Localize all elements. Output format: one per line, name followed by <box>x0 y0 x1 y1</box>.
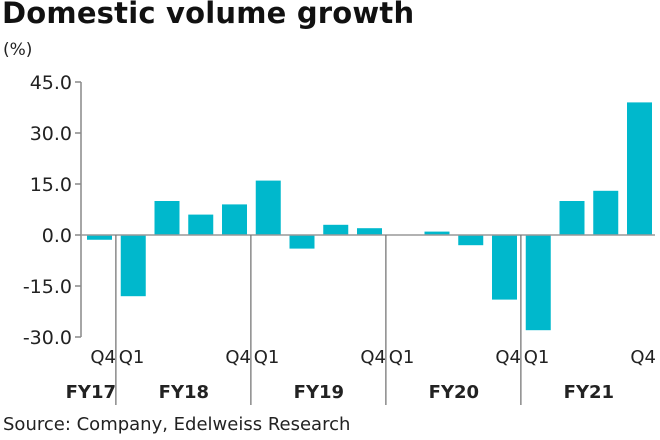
y-tick-label: 45.0 <box>30 72 72 94</box>
fiscal-year-label: FY21 <box>564 382 614 403</box>
y-tick-label: -30.0 <box>23 327 72 349</box>
bar <box>627 102 652 236</box>
quarter-label: Q1 <box>524 347 550 368</box>
bars-group <box>87 102 652 331</box>
y-tick-label: -15.0 <box>23 276 72 298</box>
quarter-label: Q1 <box>389 347 415 368</box>
quarter-label: Q1 <box>119 347 145 368</box>
bar <box>593 190 619 235</box>
bar <box>222 204 247 235</box>
y-tick-label: 15.0 <box>30 174 72 196</box>
fiscal-year-label: FY19 <box>294 382 344 403</box>
bar <box>255 180 281 235</box>
quarter-label: Q4 <box>225 347 251 368</box>
labels-group: 45.030.015.00.0-15.0-30.0Q4 Q1 Q4 Q1 Q4 Q1 Q4 Q… <box>23 72 656 403</box>
y-tick-label: 30.0 <box>30 123 72 145</box>
quarter-label: Q4 <box>360 347 386 368</box>
quarter-label: Q4 <box>630 347 656 368</box>
source-note: Source: Company, Edelweiss Research <box>3 414 351 435</box>
axes-group <box>75 81 655 405</box>
y-tick-label: 0.0 <box>42 225 72 247</box>
bar <box>188 214 214 235</box>
bar <box>559 201 585 235</box>
bar <box>458 235 484 246</box>
bar <box>154 201 180 235</box>
bar <box>424 231 450 235</box>
bar <box>357 228 382 235</box>
bar <box>492 235 517 300</box>
quarter-label: Q1 <box>254 347 280 368</box>
y-axis-unit-label: (%) <box>3 40 33 60</box>
bar <box>120 235 146 297</box>
bar <box>323 224 349 235</box>
bar <box>289 235 315 249</box>
fiscal-year-label: FY17 <box>66 382 116 403</box>
bar <box>525 235 551 331</box>
chart-title: Domestic volume growth <box>2 0 415 30</box>
quarter-label: Q4 <box>495 347 521 368</box>
bar <box>87 235 112 240</box>
fiscal-year-label: FY20 <box>429 382 479 403</box>
fiscal-year-label: FY18 <box>159 382 209 403</box>
quarter-label: Q4 <box>90 347 116 368</box>
